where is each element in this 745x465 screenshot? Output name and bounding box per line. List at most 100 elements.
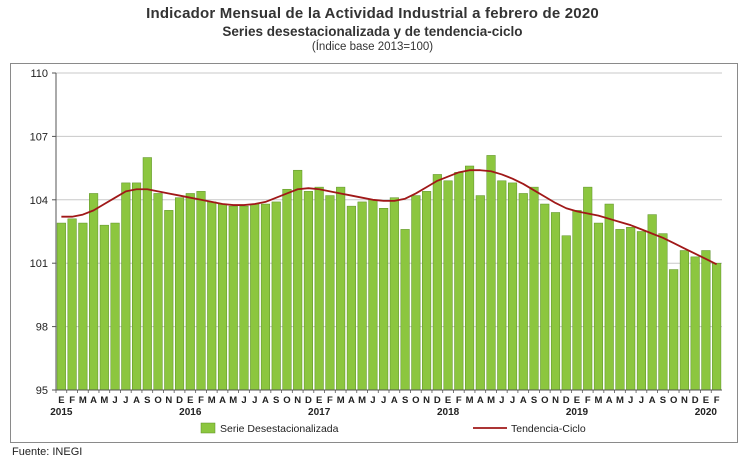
legend-label-line: Tendencia-Ciclo	[511, 423, 586, 435]
x-month-label: O	[154, 395, 161, 406]
chart-title: Indicador Mensual de la Actividad Indust…	[146, 5, 599, 22]
x-month-label: A	[391, 395, 398, 406]
x-month-label: J	[381, 395, 386, 406]
x-month-label: J	[628, 395, 633, 406]
chart-subtitle: Series desestacionalizada y de tendencia…	[222, 24, 523, 39]
x-month-label: J	[123, 395, 128, 406]
x-month-label: M	[595, 395, 603, 406]
data-bar	[346, 205, 356, 391]
data-bar	[153, 193, 163, 391]
x-month-label: S	[660, 395, 666, 406]
x-month-label: N	[423, 395, 430, 406]
x-month-label: N	[294, 395, 301, 406]
data-bar	[389, 197, 399, 391]
x-month-label: E	[58, 395, 64, 406]
x-month-label: A	[133, 395, 140, 406]
x-month-label: S	[531, 395, 537, 406]
x-month-label: J	[370, 395, 375, 406]
data-bar	[454, 172, 464, 391]
data-bar	[78, 222, 88, 391]
data-bar	[701, 250, 711, 391]
data-bar	[658, 233, 668, 391]
x-month-label: N	[681, 395, 688, 406]
x-month-label: F	[327, 395, 333, 406]
x-month-label: J	[241, 395, 246, 406]
x-month-label: S	[273, 395, 279, 406]
data-bar	[712, 262, 722, 391]
data-bar	[636, 231, 646, 391]
data-bar	[67, 218, 77, 391]
x-month-label: M	[487, 395, 495, 406]
x-month-label: E	[187, 395, 193, 406]
data-bar	[593, 222, 604, 391]
x-month-label: A	[219, 395, 226, 406]
y-tick-label: 101	[30, 258, 48, 270]
data-bar	[572, 210, 582, 391]
x-month-label: O	[412, 395, 419, 406]
x-month-label: A	[606, 395, 613, 406]
data-bar	[228, 205, 238, 391]
data-bar	[379, 208, 389, 391]
data-bar	[142, 157, 152, 391]
x-month-label: D	[434, 395, 441, 406]
data-bar	[196, 191, 206, 391]
x-month-label: M	[79, 395, 87, 406]
x-month-label: F	[585, 395, 591, 406]
x-month-label: D	[305, 395, 312, 406]
x-month-label: A	[649, 395, 656, 406]
x-month-label: O	[541, 395, 548, 406]
data-bar	[293, 169, 303, 391]
x-month-label: O	[283, 395, 290, 406]
data-bar	[282, 188, 292, 391]
base-note: (Índice base 2013=100)	[311, 41, 434, 53]
data-bar	[669, 269, 679, 391]
data-bar	[336, 186, 346, 391]
x-month-label: A	[348, 395, 355, 406]
data-bar	[626, 227, 636, 391]
x-year-label: 2018	[437, 407, 460, 418]
data-bar	[121, 182, 131, 391]
data-bar	[604, 203, 614, 391]
data-bar	[583, 186, 593, 391]
data-bar	[486, 155, 496, 391]
y-tick-label: 110	[30, 68, 48, 80]
x-month-label: M	[337, 395, 345, 406]
data-bar	[540, 203, 550, 391]
data-bar	[432, 174, 442, 391]
x-month-label: N	[165, 395, 172, 406]
source-note: Fuente: INEGI	[12, 446, 83, 458]
x-month-label: J	[499, 395, 504, 406]
data-bar	[368, 199, 378, 391]
data-bar	[357, 201, 367, 391]
x-month-label: E	[703, 395, 709, 406]
data-bar	[314, 186, 324, 391]
x-month-label: M	[208, 395, 216, 406]
data-bar	[422, 191, 432, 391]
data-bar	[507, 182, 518, 391]
x-month-label: A	[477, 395, 484, 406]
x-month-label: E	[574, 395, 580, 406]
data-bar	[411, 195, 421, 391]
x-month-label: O	[670, 395, 677, 406]
data-bar	[217, 203, 228, 391]
data-bar	[56, 222, 66, 391]
data-bar	[185, 193, 195, 391]
data-bar	[174, 197, 185, 391]
x-month-label: N	[552, 395, 559, 406]
data-bar	[550, 212, 561, 391]
data-bar	[132, 182, 142, 391]
data-bar	[443, 180, 453, 391]
x-year-label: 2016	[179, 407, 202, 418]
data-bar	[465, 165, 475, 391]
data-bar	[250, 203, 260, 391]
data-bar	[518, 193, 528, 391]
x-month-label: F	[456, 395, 462, 406]
x-month-label: M	[466, 395, 474, 406]
x-year-label: 2015	[50, 407, 73, 418]
x-month-label: J	[112, 395, 117, 406]
y-tick-label: 95	[36, 385, 48, 397]
x-month-label: J	[252, 395, 257, 406]
x-year-label: 2017	[308, 407, 331, 418]
legend-label-bar: Serie Desestacionalizada	[220, 423, 339, 435]
